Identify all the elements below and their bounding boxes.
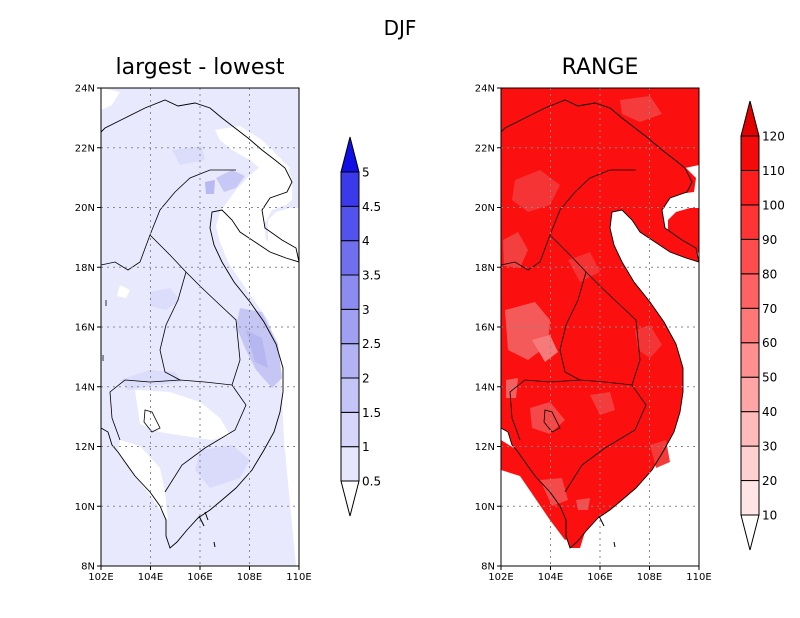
left-colorbar-label: 1 xyxy=(362,440,370,454)
right-panel-title: RANGE xyxy=(561,55,639,80)
right-colorbar-segment xyxy=(740,376,760,413)
right-colorbar-segment xyxy=(740,204,760,240)
right-colorbar-segment xyxy=(740,307,760,344)
left-y-tick-label: 8N xyxy=(81,562,95,573)
left-colorbar-segment xyxy=(340,411,360,448)
right-x-tick-label: 108E xyxy=(637,572,662,583)
left-colorbar-label: 5 xyxy=(362,166,370,180)
left-colorbar-label: 1.5 xyxy=(362,406,381,420)
right-gridlines xyxy=(501,88,699,566)
left-colorbar-segment xyxy=(340,343,360,379)
left-gridlines xyxy=(101,88,299,566)
left-colorbar-label: 3.5 xyxy=(362,269,381,283)
right-colorbar-label: 40 xyxy=(762,405,777,419)
right-y-tick-label: 16N xyxy=(475,323,495,334)
left-y-tick-label: 14N xyxy=(75,382,95,393)
left-colorbar-label: 3 xyxy=(362,303,370,317)
left-x-tick-label: 108E xyxy=(237,572,262,583)
right-y-tick-label: 18N xyxy=(475,263,495,274)
right-colorbar-label: 90 xyxy=(762,233,777,247)
right-colorbar-label: 60 xyxy=(762,336,777,350)
right-y-tick-label: 20N xyxy=(475,203,495,214)
left-colorbar-label: 4.5 xyxy=(362,200,381,214)
right-colorbar: 10 20 30 40 50 60 70 80 90 100 110 120 xyxy=(740,100,785,551)
left-colorbar-max-triangle xyxy=(340,136,360,173)
left-colorbar-label: 0.5 xyxy=(362,475,381,489)
right-y-tick-label: 10N xyxy=(475,502,495,513)
left-colorbar-label: 2 xyxy=(362,372,370,386)
right-colorbar-segment xyxy=(740,273,760,309)
right-x-tick-label: 106E xyxy=(587,572,612,583)
right-colorbar-label: 70 xyxy=(762,302,777,316)
right-colorbar-label: 10 xyxy=(762,509,777,523)
left-colorbar-segment xyxy=(340,446,360,482)
right-y-tick-label: 14N xyxy=(475,382,495,393)
left-y-tick-label: 20N xyxy=(75,203,95,214)
right-colorbar-label: 50 xyxy=(762,371,777,385)
left-colorbar-segment xyxy=(340,205,360,242)
left-x-tick-label: 102E xyxy=(88,572,113,583)
left-y-tick-label: 12N xyxy=(75,442,95,453)
left-y-tick-label: 10N xyxy=(75,502,95,513)
right-colorbar-label: 100 xyxy=(762,198,785,212)
left-y-tick-label: 16N xyxy=(75,323,95,334)
right-colorbar-segment xyxy=(740,445,760,482)
right-colorbar-min-triangle xyxy=(740,514,760,551)
left-axis-ticks: 102E 104E 106E 108E 110E 8N 10N 12N 14N 16N 18N 20N… xyxy=(75,84,312,584)
left-colorbar-label: 4 xyxy=(362,234,370,248)
left-panel-title: largest - lowest xyxy=(115,55,285,80)
figure-title: DJF xyxy=(383,16,417,40)
right-colorbar-segment xyxy=(740,480,760,516)
right-colorbar-max-triangle xyxy=(740,100,760,137)
left-y-tick-label: 18N xyxy=(75,263,95,274)
left-x-tick-label: 106E xyxy=(187,572,212,583)
left-x-tick-label: 104E xyxy=(138,572,163,583)
left-y-tick-label: 24N xyxy=(75,84,95,95)
right-colorbar-segment xyxy=(740,135,760,171)
right-axis-ticks: 102E 104E 106E 108E 110E 8N 10N 12N 14N 16N 18N 20N… xyxy=(475,84,712,584)
right-colorbar-segment xyxy=(740,411,760,447)
left-colorbar-min-triangle xyxy=(340,480,360,517)
right-x-tick-label: 102E xyxy=(488,572,513,583)
right-colorbar-segment xyxy=(740,342,760,378)
right-y-tick-label: 22N xyxy=(475,143,495,154)
right-y-tick-label: 24N xyxy=(475,84,495,95)
left-colorbar-segment xyxy=(340,274,360,310)
left-colorbar-segment xyxy=(340,377,360,413)
right-colorbar-segment xyxy=(740,169,760,206)
right-y-tick-label: 8N xyxy=(481,562,495,573)
right-colorbar-label: 80 xyxy=(762,267,777,281)
left-colorbar-label: 2.5 xyxy=(362,337,381,351)
left-y-tick-label: 22N xyxy=(75,143,95,154)
left-x-tick-label: 110E xyxy=(286,572,311,583)
right-x-tick-label: 110E xyxy=(686,572,711,583)
right-x-tick-label: 104E xyxy=(538,572,563,583)
right-colorbar-label: 120 xyxy=(762,130,785,144)
right-colorbar-segment xyxy=(740,238,760,275)
left-colorbar: 0.5 1 1.5 2 2.5 3 3.5 4 4.5 5 xyxy=(340,136,381,517)
left-colorbar-segment xyxy=(340,240,360,276)
right-y-tick-label: 12N xyxy=(475,442,495,453)
left-colorbar-segment xyxy=(340,171,360,207)
right-colorbar-label: 30 xyxy=(762,440,777,454)
right-colorbar-label: 110 xyxy=(762,164,785,178)
left-colorbar-segment xyxy=(340,308,360,345)
right-colorbar-label: 20 xyxy=(762,474,777,488)
